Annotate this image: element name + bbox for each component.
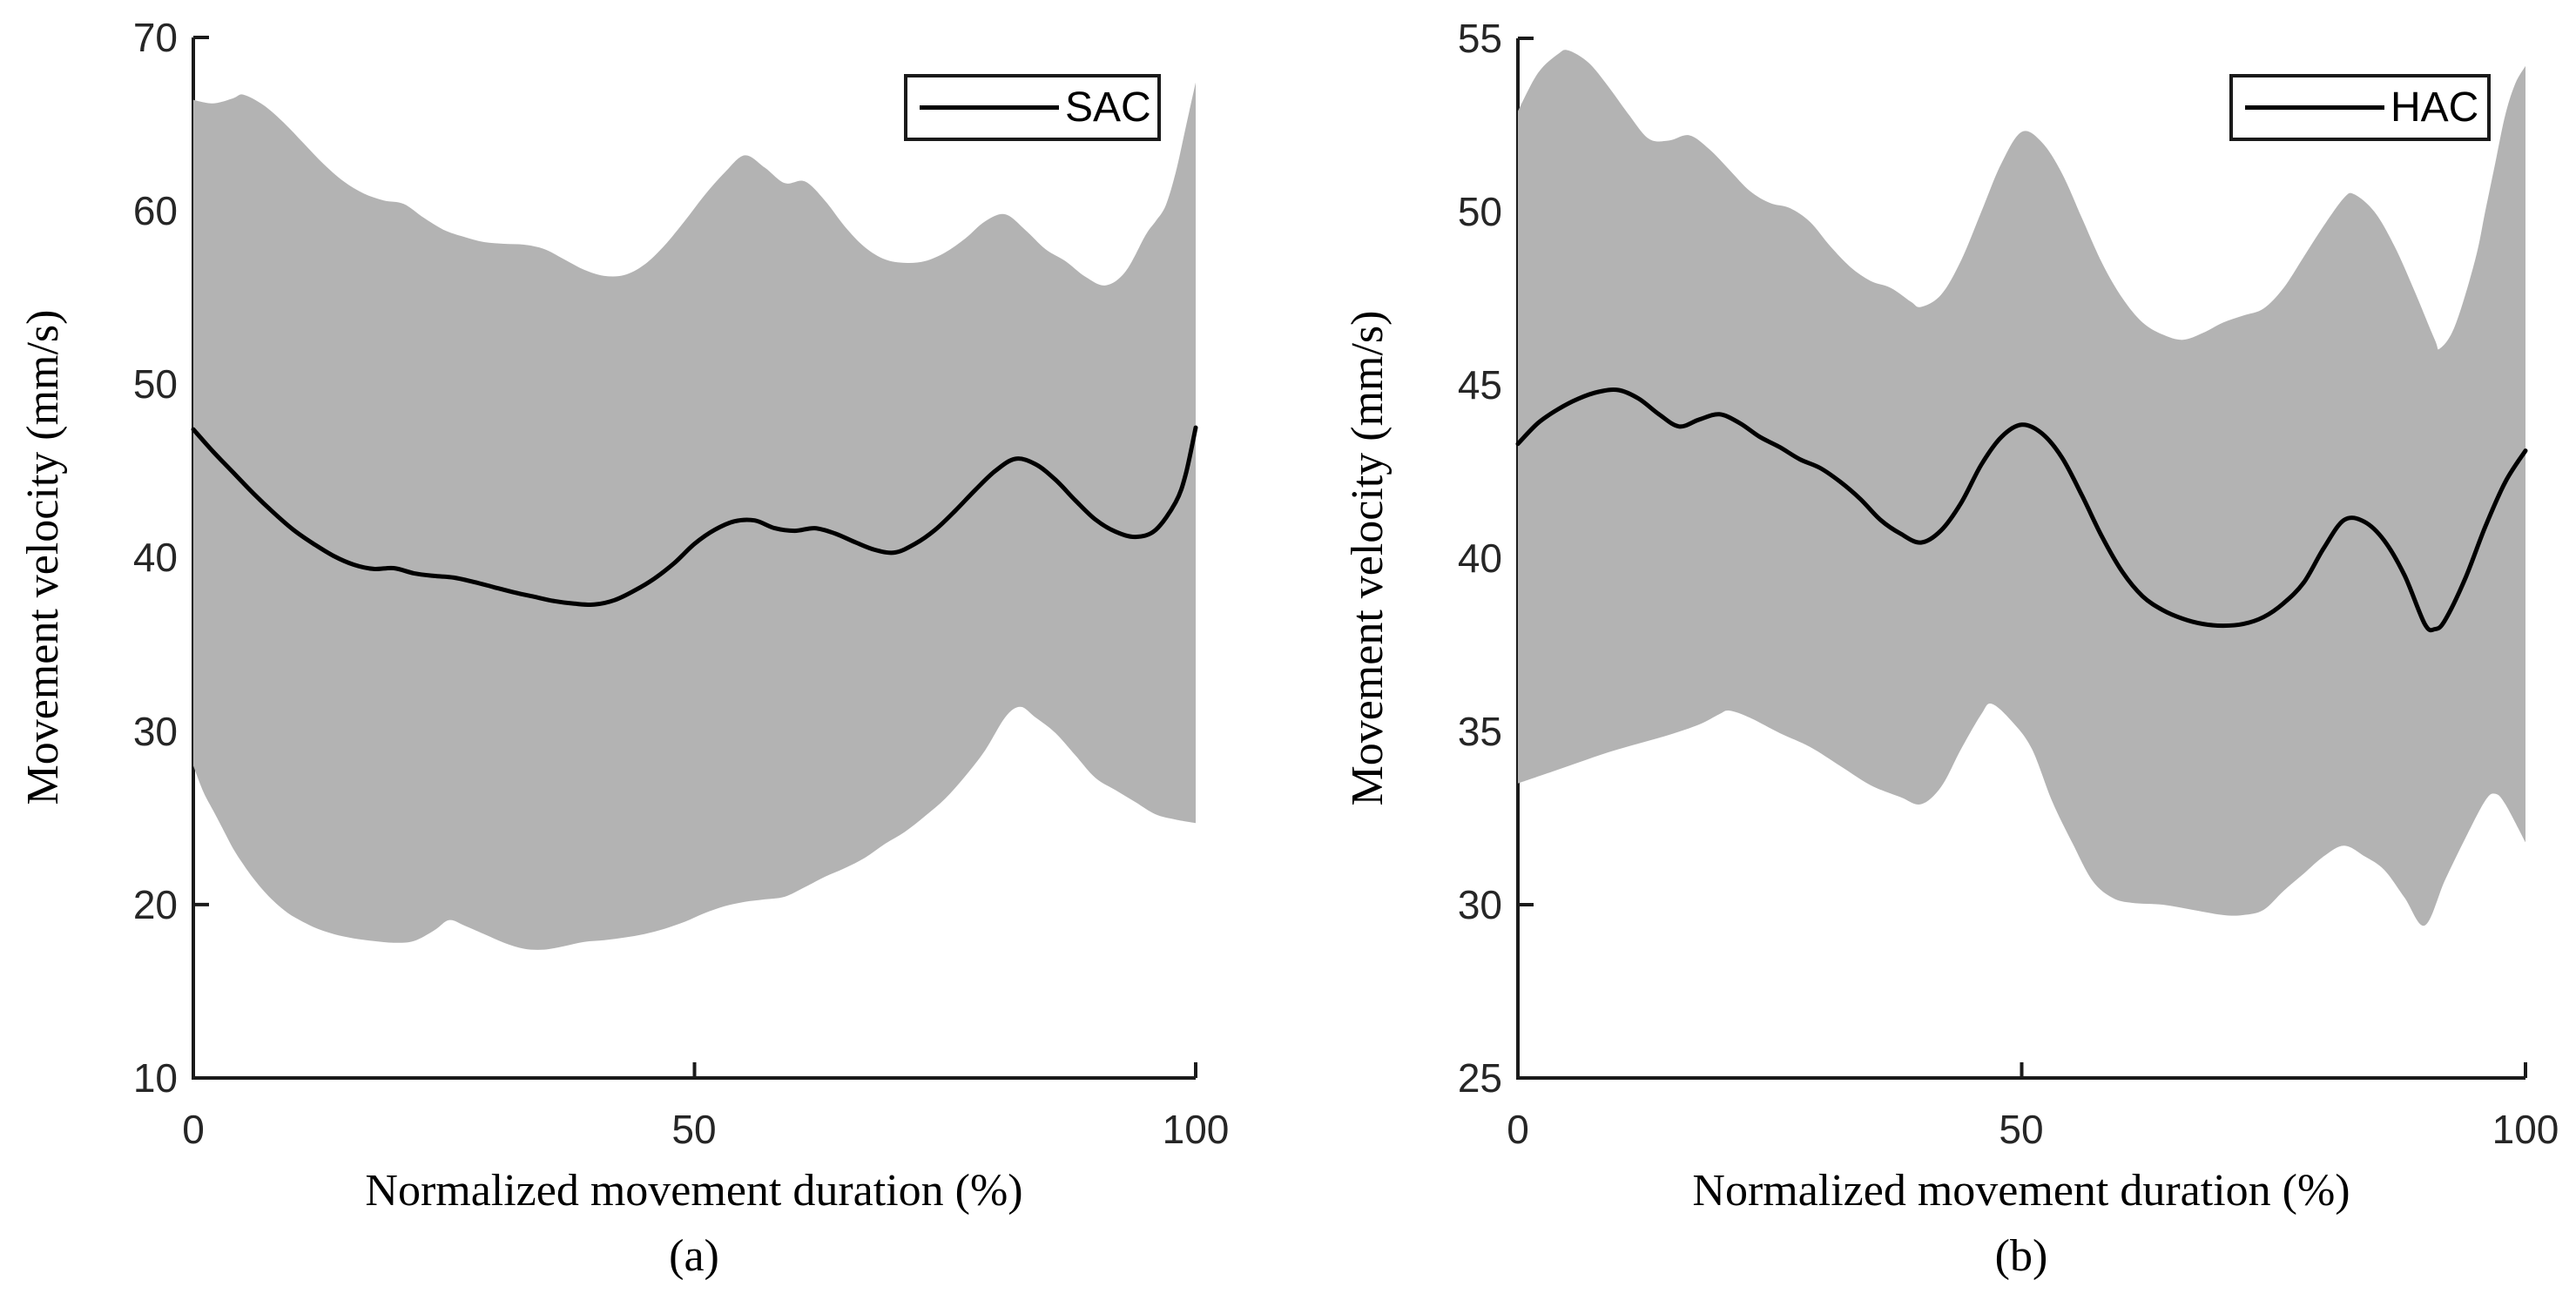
y-axis-label-b: Movement velocity (mm/s)	[1343, 310, 1393, 806]
y-tick-a-20: 20	[132, 882, 178, 927]
mean-line-sac-a	[191, 425, 1198, 607]
x-tick-b-0: 0	[1507, 1107, 1529, 1152]
y-tick-b-30: 30	[1457, 882, 1502, 927]
variability-band-a	[193, 82, 1196, 950]
y-tick-b-45: 45	[1457, 362, 1502, 408]
y-tick-a-70: 70	[132, 15, 178, 60]
x-tick-a-100: 100	[1162, 1107, 1230, 1152]
x-tick-b-100: 100	[2492, 1107, 2559, 1152]
y-tick-a-50: 50	[132, 361, 178, 407]
y-tick-a-30: 30	[132, 709, 178, 754]
x-tick-a-0: 0	[182, 1107, 205, 1152]
legend-line-sample-b	[2245, 105, 2384, 110]
caption-a: (a)	[669, 1231, 719, 1281]
y-tick-b-35: 35	[1457, 709, 1502, 754]
y-tick-a-60: 60	[132, 188, 178, 233]
x-tick-b-50: 50	[1999, 1107, 2044, 1152]
y-tick-a-10: 10	[132, 1055, 178, 1101]
y-tick-b-40: 40	[1457, 535, 1502, 581]
y-tick-b-50: 50	[1457, 189, 1502, 234]
x-axis-label-a: Normalized movement duration (%)	[365, 1166, 1023, 1216]
legend-b: HAC	[2229, 74, 2491, 141]
y-tick-a-40: 40	[132, 535, 178, 580]
x-axis-label-b: Normalized movement duration (%)	[1692, 1166, 2350, 1216]
y-tick-b-25: 25	[1457, 1055, 1502, 1101]
legend-label-b: HAC	[2391, 84, 2479, 131]
y-tick-b-55: 55	[1457, 16, 1502, 61]
variability-band-b	[1518, 50, 2525, 926]
caption-b: (b)	[1994, 1231, 2048, 1281]
legend-label-a: SAC	[1065, 84, 1151, 131]
x-tick-a-50: 50	[671, 1107, 717, 1152]
legend-a: SAC	[904, 74, 1161, 141]
legend-line-sample-a	[920, 105, 1059, 110]
y-axis-label-a: Movement velocity (mm/s)	[18, 309, 68, 805]
mean-line-hac-b	[1515, 387, 2528, 633]
